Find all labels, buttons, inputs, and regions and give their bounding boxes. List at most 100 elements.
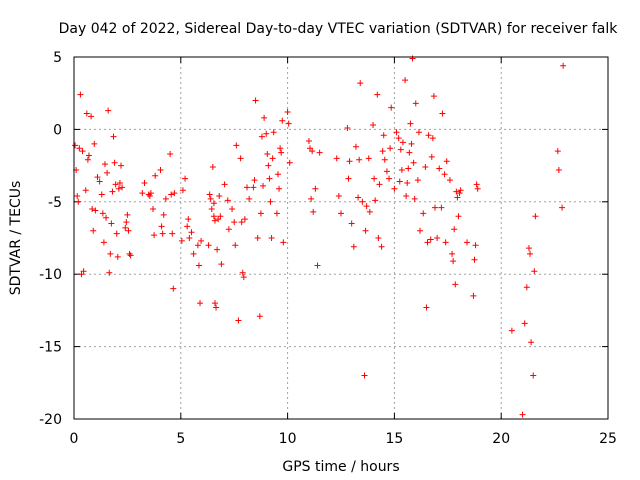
data-point [224,197,231,204]
data-point [92,207,99,214]
y-tick-label: -5 [48,195,62,211]
data-point [471,256,478,263]
data-point [453,188,460,195]
data-point [333,155,340,162]
data-point [372,197,379,204]
data-point [252,97,259,104]
data-point [420,210,427,217]
data-point [108,220,115,227]
data-point [344,124,351,131]
data-point [338,210,344,217]
data-point [362,227,369,234]
data-point [309,148,316,155]
data-point [244,184,251,191]
data-point [352,143,359,150]
data-point [268,235,275,241]
data-point [185,216,192,223]
data-point [528,339,535,346]
data-point [423,304,430,311]
data-point [184,223,191,230]
data-point [555,166,562,173]
data-point [350,243,357,250]
data-point [105,107,112,114]
data-point [357,80,364,87]
data-point [425,132,432,139]
data-point [280,239,287,246]
data-point [256,313,263,320]
data-point [122,224,129,231]
data-point [380,132,387,139]
data-point [441,171,448,178]
data-point [523,284,530,291]
data-point [213,304,220,311]
data-point [386,175,393,182]
data-point [267,198,274,205]
data-point [286,159,293,166]
data-point [387,145,394,152]
data-point [123,219,130,226]
data-point [383,168,390,175]
data-point [519,411,526,418]
data-point [188,229,195,236]
data-point [274,171,281,178]
data-point [182,175,189,182]
data-point [305,137,312,144]
data-point [415,129,422,136]
data-point [111,159,118,166]
data-point [171,190,178,197]
data-point [375,235,382,241]
y-tick-label: 5 [53,50,62,66]
data-point [366,208,373,215]
data-point [89,206,96,213]
data-point [446,177,453,184]
data-point [408,140,415,147]
data-point [388,104,395,111]
data-point [457,187,464,194]
data-point [74,193,81,200]
data-point [261,114,268,121]
data-point [141,179,148,186]
data-point [254,235,261,241]
x-tick-label: 20 [492,431,510,447]
data-point [109,188,116,195]
data-point [356,156,363,163]
data-point [82,187,89,194]
data-point [125,227,132,234]
data-point [77,91,84,98]
y-tick-label: -20 [39,412,62,428]
data-point [239,269,246,276]
data-point [179,187,186,194]
data-point [72,142,79,149]
data-point [454,194,461,201]
data-point [396,178,403,185]
data-point [393,129,400,136]
data-point [436,165,443,172]
data-point [532,213,539,220]
data-point [208,206,215,213]
data-point [449,250,456,257]
data-point [406,149,413,156]
data-point [98,191,105,198]
data-point [232,242,239,249]
data-point [376,181,383,188]
data-point [250,184,257,191]
data-point [205,242,212,249]
data-point [139,190,146,197]
data-point [84,156,91,163]
data-point [178,237,185,244]
data-point [316,149,323,156]
data-point [225,226,232,233]
data-point [427,236,434,243]
data-point [439,110,446,117]
data-point [355,194,362,201]
data-point [115,185,122,192]
x-tick-label: 5 [176,431,185,447]
data-point [76,145,83,152]
data-point [391,185,398,192]
data-point [127,252,134,259]
data-point [101,161,108,168]
data-point [197,300,204,307]
data-point [231,219,238,226]
data-point [310,208,317,215]
data-point [560,62,567,69]
